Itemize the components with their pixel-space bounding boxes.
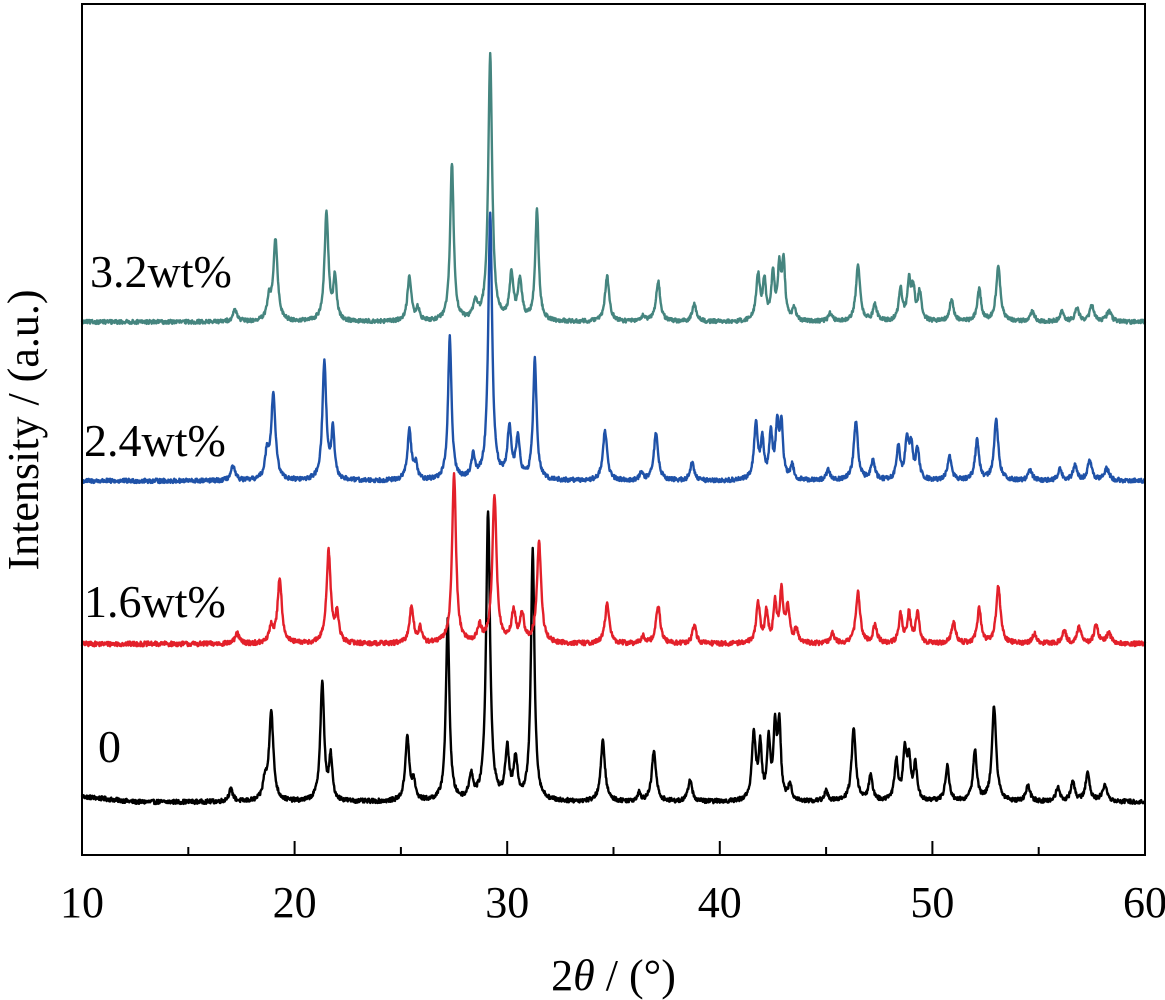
x-tick-label: 60 [1123,878,1165,927]
x-axis-label-suffix: / (°) [595,951,676,1000]
series-line [80,510,1147,806]
traces-group [80,51,1147,806]
y-axis-label: Intensity / (a.u.) [0,289,48,570]
series-line [81,211,1146,485]
ticks-group [81,841,1146,855]
x-tick-label: 50 [910,878,954,927]
tick-labels-group: 10 20 30 40 50 60 [60,878,1165,927]
x-tick-label: 20 [273,878,317,927]
plot-frame [81,3,1146,856]
series-label: 1.6wt% [84,576,226,627]
x-axis-label-symbol: θ [573,951,595,1000]
x-tick-label: 30 [485,878,529,927]
series-label: 2.4wt% [84,415,226,466]
x-tick-label: 10 [60,878,104,927]
series-label: 0 [98,721,121,772]
x-tick-label: 40 [698,878,742,927]
series-line [80,51,1147,326]
series-label: 3.2wt% [90,246,232,297]
series-labels-group: 0 1.6wt% 2.4wt% 3.2wt% [84,246,232,772]
series-line [80,472,1147,648]
x-axis-label-prefix: 2 [551,951,573,1000]
x-axis-label: 2θ / (°) [551,951,676,1000]
